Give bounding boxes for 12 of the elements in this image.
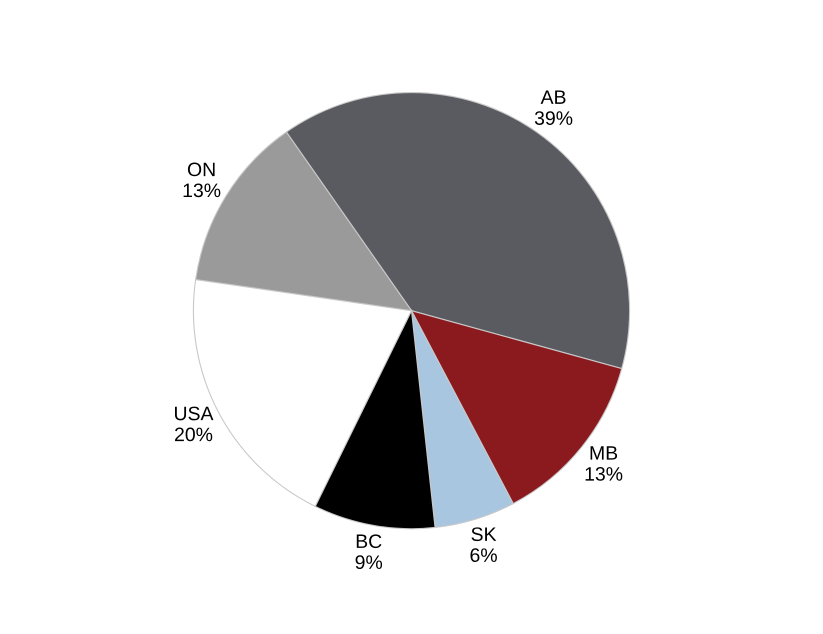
data-label: 9%: [356, 555, 382, 570]
data-label: 39%: [534, 111, 572, 125]
data-label: 13%: [586, 467, 622, 481]
slice-label: AB: [540, 90, 566, 104]
slice-label: USA: [175, 406, 214, 420]
slice-label: MB: [590, 446, 618, 460]
data-label: 20%: [175, 428, 212, 442]
data-label: 6%: [470, 548, 497, 562]
data-label: 13%: [184, 183, 220, 198]
slice-label: ON: [188, 162, 215, 176]
slice-label: BC: [356, 534, 382, 548]
slice-label: SK: [471, 527, 496, 542]
